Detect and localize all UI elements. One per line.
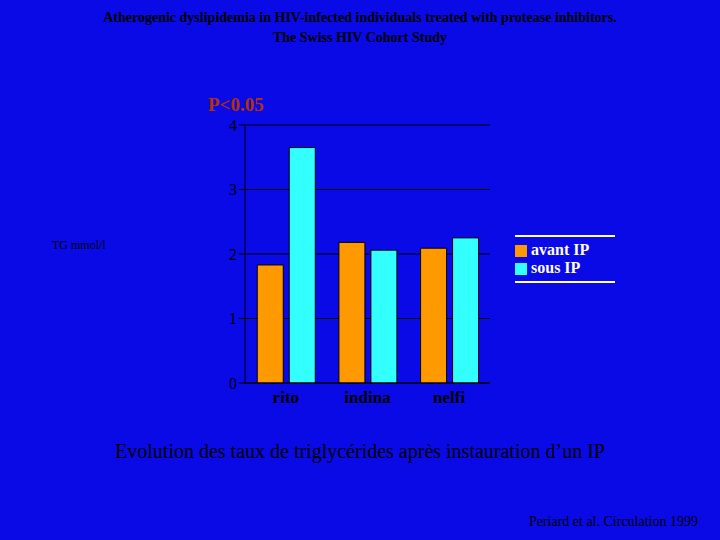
html-text:Atherogenic dyslipidemia in HI: Atherogenic dyslipidemia in HIV-infected… xyxy=(103,10,617,25)
html-text:sous IP: sous IP xyxy=(531,259,581,276)
svg-text:1: 1 xyxy=(229,310,237,327)
svg-text:3: 3 xyxy=(229,181,237,198)
svg-text:indina: indina xyxy=(344,388,391,407)
svg-text:4: 4 xyxy=(229,117,237,134)
html-text:avant IP: avant IP xyxy=(531,241,590,258)
html-text:TG mmol/l: TG mmol/l xyxy=(52,238,106,252)
svg-text:rito: rito xyxy=(273,388,299,407)
svg-text:2: 2 xyxy=(229,246,237,263)
html-text:Evolution des taux de triglycé: Evolution des taux de triglycérides aprè… xyxy=(115,440,605,462)
html-text:The Swiss HIV Cohort Study: The Swiss HIV Cohort Study xyxy=(273,30,447,45)
html-text:P<0.05: P<0.05 xyxy=(208,94,264,115)
svg-text:nelfi: nelfi xyxy=(433,388,465,407)
html-text:Periard et al. Circulation 199: Periard et al. Circulation 1999 xyxy=(528,514,698,529)
svg-text:0: 0 xyxy=(229,375,237,392)
